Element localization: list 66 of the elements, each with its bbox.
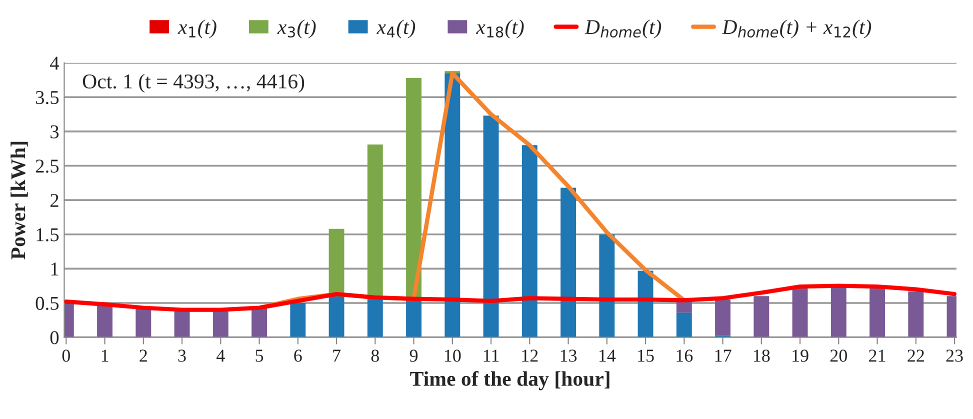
x-tick-label: 16: [676, 350, 693, 362]
x-tick-label: 7: [333, 350, 341, 362]
x-tick-label: 15: [638, 350, 654, 362]
bar: [406, 300, 422, 338]
y-tick-label: 1: [51, 262, 58, 276]
x-tick-label: 8: [371, 350, 379, 362]
x-tick-label: 18: [754, 350, 770, 362]
x-tick-label: 3: [178, 350, 186, 362]
x-tick-label: 11: [484, 350, 499, 362]
bar: [212, 311, 228, 338]
legend-label: x$_{3}$(t): [277, 19, 316, 38]
x-axis-title: Time of the day [hour]: [410, 371, 610, 390]
bar: [97, 305, 112, 338]
bar: [483, 116, 499, 338]
bar: [830, 287, 846, 338]
y-tick-label: 2: [50, 194, 58, 207]
bar: [908, 291, 924, 338]
x-tick-label: 23: [946, 350, 963, 362]
bar: [328, 228, 344, 295]
y-axis-title: Power [kWh]: [10, 142, 28, 260]
bar: [367, 298, 383, 338]
x-tick-label: 19: [792, 350, 808, 362]
line-series: [64, 284, 956, 312]
y-tick-label: 2.5: [36, 160, 59, 173]
bar: [136, 308, 152, 338]
x-tick-label: 4: [216, 350, 225, 362]
bar: [328, 294, 344, 338]
bar: [870, 288, 885, 338]
bar: [676, 312, 692, 338]
bar: [638, 270, 654, 338]
bar: [754, 296, 770, 338]
y-tick-label: 3: [50, 125, 59, 138]
x-tick-label: 13: [560, 350, 577, 362]
x-tick-label: 12: [522, 350, 538, 362]
x-tick-label: 2: [140, 350, 147, 362]
y-tick-label: 1.5: [36, 228, 59, 242]
x-tick-label: 22: [908, 350, 924, 362]
y-tick-label: 0.5: [36, 296, 59, 310]
bar: [560, 188, 576, 338]
legend-label: x$_{18}$(t): [476, 19, 524, 38]
legend-label: D$_{home}$(t) + x$_{12}$(t): [722, 19, 872, 38]
x-tick-label: 0: [62, 350, 70, 362]
bar: [792, 288, 808, 338]
y-tick-label: 0: [50, 331, 59, 344]
bar: [252, 308, 267, 338]
y-tick-label: 4: [50, 56, 60, 70]
x-tick-label: 10: [444, 350, 461, 362]
x-tick-label: 17: [715, 350, 732, 362]
bar: [715, 300, 730, 336]
x-tick-label: 5: [256, 350, 264, 362]
legend-label: x$_{1}$(t): [178, 19, 216, 38]
legend-label: x$_{4}$(t): [376, 19, 416, 38]
bar: [599, 234, 615, 338]
x-tick-label: 1: [102, 350, 108, 362]
bar: [522, 145, 538, 338]
bar: [290, 302, 306, 338]
x-tick-label: 20: [830, 350, 847, 362]
annotation: Oct. 1 (t = 4393, …, 4416): [82, 74, 304, 93]
x-tick-label: 9: [410, 350, 418, 362]
x-tick-label: 14: [599, 350, 616, 362]
bar: [444, 73, 460, 338]
bar: [174, 311, 190, 338]
y-tick-label: 3.5: [36, 91, 59, 104]
x-tick-label: 21: [869, 350, 886, 362]
legend-label: D$_{home}$(t): [584, 19, 662, 38]
x-tick-label: 6: [294, 350, 302, 362]
